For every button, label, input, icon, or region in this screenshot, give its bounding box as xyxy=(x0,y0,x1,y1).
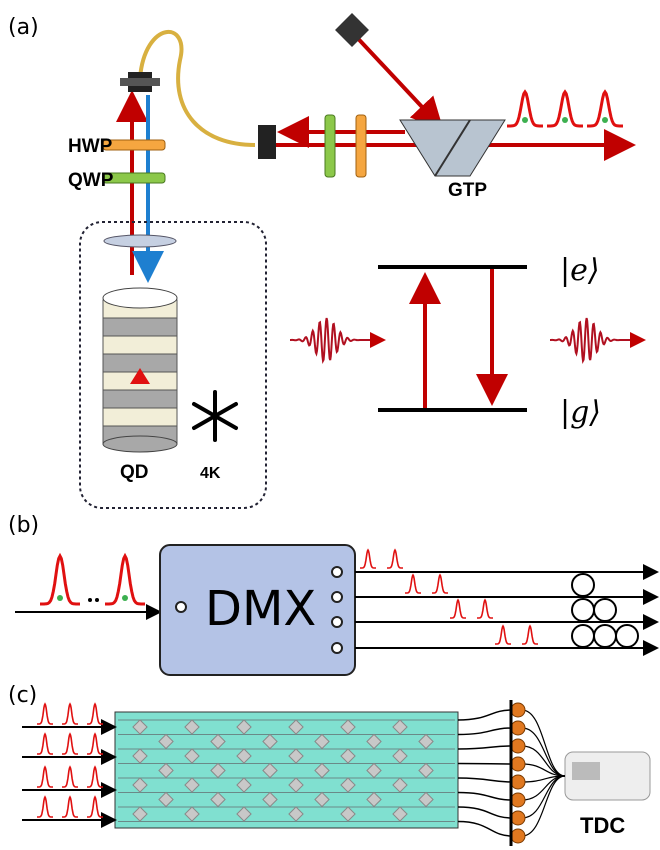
gtp-label: GTP xyxy=(448,180,487,201)
panel-label: (c) xyxy=(8,683,37,708)
tdc-screen xyxy=(572,762,600,780)
detector xyxy=(511,739,525,753)
pulse xyxy=(62,767,78,787)
port xyxy=(332,617,342,627)
waveplate xyxy=(325,115,335,177)
dot xyxy=(95,598,99,602)
pulse xyxy=(62,797,78,817)
fiber xyxy=(458,728,512,735)
detector xyxy=(511,793,525,807)
pulse xyxy=(87,704,103,724)
beam xyxy=(350,30,438,124)
pulse xyxy=(37,734,53,754)
detector xyxy=(511,757,525,771)
pulse xyxy=(37,704,53,724)
photon xyxy=(57,595,63,601)
panel-label: (a) xyxy=(8,15,39,40)
layer xyxy=(103,408,177,426)
port xyxy=(332,592,342,602)
port xyxy=(176,602,186,612)
fiber xyxy=(458,746,512,749)
photon xyxy=(522,117,528,123)
detector xyxy=(511,829,525,843)
pulse xyxy=(87,797,103,817)
fiber xyxy=(458,778,512,782)
fiber-loop xyxy=(594,599,616,621)
pillar-top xyxy=(103,288,177,308)
lens xyxy=(104,235,176,247)
detector xyxy=(511,811,525,825)
snowflake xyxy=(194,392,236,440)
pulse xyxy=(495,626,511,644)
coupler xyxy=(120,78,160,86)
pulse xyxy=(477,600,493,618)
fiber xyxy=(458,822,512,837)
fiber-loop xyxy=(616,625,638,647)
wave-packet xyxy=(550,318,622,361)
port xyxy=(332,643,342,653)
photon xyxy=(602,117,608,123)
fiber-loop xyxy=(572,625,594,647)
detector xyxy=(511,721,525,735)
coupler xyxy=(258,125,276,159)
excited-state-label: |e⟩ xyxy=(560,253,600,288)
pulse xyxy=(387,550,403,568)
fiber xyxy=(458,710,512,720)
pulse xyxy=(522,626,538,644)
coupler xyxy=(335,13,369,47)
figure: (a) HWP QWP QD 4K GTP |e⟩ |g⟩ (b) DMX (c… xyxy=(0,0,660,850)
pulse xyxy=(87,734,103,754)
dot xyxy=(88,598,92,602)
pulse xyxy=(405,575,421,593)
fiber xyxy=(522,710,565,776)
pulse xyxy=(360,550,376,568)
layer xyxy=(103,336,177,354)
port xyxy=(332,567,342,577)
tdc-label: TDC xyxy=(580,813,625,838)
fiber xyxy=(522,776,565,836)
fiber xyxy=(140,32,255,145)
fiber xyxy=(458,807,512,818)
pulse xyxy=(37,797,53,817)
pulse xyxy=(62,734,78,754)
pulse xyxy=(37,767,53,787)
wave-packet xyxy=(290,318,362,361)
pulse xyxy=(62,704,78,724)
qwp-label: QWP xyxy=(68,170,114,191)
fiber-loop xyxy=(594,625,616,647)
fiber xyxy=(458,793,512,801)
fiber-loop xyxy=(572,599,594,621)
qd-label: QD xyxy=(120,462,149,483)
layer xyxy=(103,390,177,408)
fiber-loop xyxy=(572,574,594,596)
photon xyxy=(562,117,568,123)
waveplate xyxy=(356,115,366,177)
pulse xyxy=(450,600,466,618)
layer xyxy=(103,318,177,336)
fiber xyxy=(458,764,512,765)
ground-state-label: |g⟩ xyxy=(560,395,601,430)
demux-label: DMX xyxy=(205,581,316,637)
pillar-base xyxy=(103,436,177,452)
pulse xyxy=(432,575,448,593)
hwp-label: HWP xyxy=(68,136,113,157)
photon xyxy=(122,595,128,601)
pulse xyxy=(87,767,103,787)
detector xyxy=(511,703,525,717)
panel-label: (b) xyxy=(8,513,39,538)
detector xyxy=(511,775,525,789)
temperature-label: 4K xyxy=(200,465,221,482)
